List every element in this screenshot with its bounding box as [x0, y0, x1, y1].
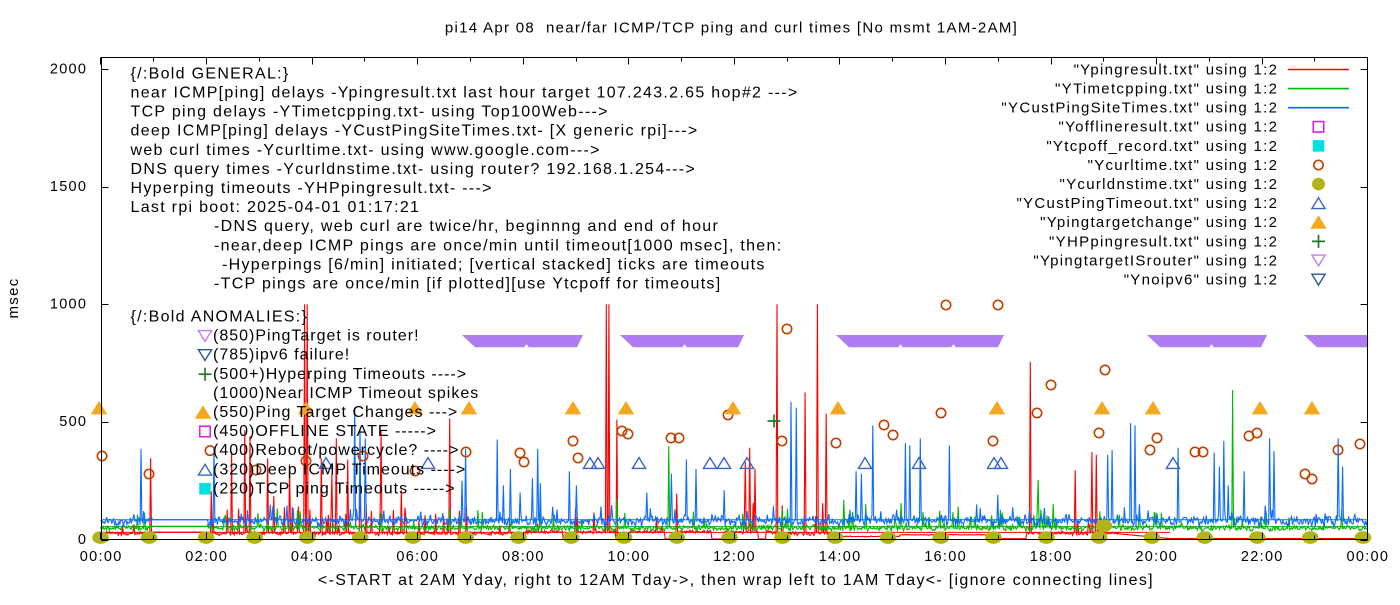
svg-text:10:00: 10:00: [608, 549, 651, 565]
svg-text:{/:Bold GENERAL:}: {/:Bold GENERAL:}: [131, 65, 290, 82]
svg-text:"YCustPingSiteTimes.txt" using: "YCustPingSiteTimes.txt" using 1:2: [1001, 100, 1278, 117]
svg-text:(500+)Hyperping Timeouts ---->: (500+)Hyperping Timeouts ---->: [213, 366, 467, 383]
svg-text:-Hyperpings [6/min] initiated;: -Hyperpings [6/min] initiated; [vertical…: [222, 256, 766, 273]
svg-text:"Yofflineresult.txt" using 1:2: "Yofflineresult.txt" using 1:2: [1059, 119, 1279, 136]
svg-text:(785)ipv6 failure!: (785)ipv6 failure!: [213, 347, 350, 364]
svg-text:"YHPpingresult.txt" using 1:2: "YHPpingresult.txt" using 1:2: [1049, 233, 1278, 250]
svg-text:12:00: 12:00: [713, 549, 756, 565]
svg-text:deep ICMP[ping] delays -YCustP: deep ICMP[ping] delays -YCustPingSiteTim…: [131, 123, 699, 140]
svg-text:Last rpi boot: 2025-04-01 01:1: Last rpi boot: 2025-04-01 01:17:21: [131, 199, 421, 216]
svg-text:<-START at 2AM Yday, right to: <-START at 2AM Yday, right to 12AM Tday-…: [318, 572, 1154, 589]
svg-text:"YCustPingTimeout.txt" using 1: "YCustPingTimeout.txt" using 1:2: [1017, 195, 1279, 212]
svg-text:(550)Ping Target Changes --->: (550)Ping Target Changes --->: [213, 404, 458, 421]
svg-text:"Ycurltime.txt" using 1:2: "Ycurltime.txt" using 1:2: [1088, 157, 1279, 174]
svg-text:"Ypingresult.txt" using 1:2: "Ypingresult.txt" using 1:2: [1074, 61, 1279, 78]
svg-text:0: 0: [78, 532, 87, 548]
svg-text:18:00: 18:00: [1030, 549, 1073, 565]
svg-text:pi14 Apr 08 near/far ICMP/TCP: pi14 Apr 08 near/far ICMP/TCP ping and c…: [445, 20, 1018, 37]
svg-text:near ICMP[ping] delays -Ypingr: near ICMP[ping] delays -Ypingresult.txt …: [131, 85, 799, 102]
svg-text:"Ypingtargetchange" using 1:2: "Ypingtargetchange" using 1:2: [1040, 214, 1278, 231]
svg-text:msec: msec: [5, 277, 22, 318]
svg-text:"Ynoipv6" using 1:2: "Ynoipv6" using 1:2: [1124, 272, 1279, 289]
svg-text:00:00: 00:00: [80, 549, 123, 565]
svg-text:-TCP pings are once/min [if pl: -TCP pings are once/min [if plotted][use…: [214, 276, 721, 293]
svg-text:Hyperping timeouts -YHPpingres: Hyperping timeouts -YHPpingresult.txt- -…: [131, 180, 493, 197]
svg-text:08:00: 08:00: [502, 549, 545, 565]
svg-text:20:00: 20:00: [1135, 549, 1178, 565]
svg-text:(320)Deep ICMP Timeouts ---->: (320)Deep ICMP Timeouts ---->: [213, 461, 466, 478]
svg-text:04:00: 04:00: [291, 549, 334, 565]
svg-text:1000: 1000: [50, 297, 87, 313]
svg-text:"YpingtargetISrouter" using 1:: "YpingtargetISrouter" using 1:2: [1033, 252, 1278, 269]
svg-text:22:00: 22:00: [1241, 549, 1284, 565]
svg-text:(1000)Near ICMP Timeout spikes: (1000)Near ICMP Timeout spikes: [213, 385, 479, 402]
svg-text:-DNS query, web curl are twice: -DNS query, web curl are twice/hr, begin…: [214, 218, 719, 235]
svg-text:"Ycurldnstime.txt" using 1:2: "Ycurldnstime.txt" using 1:2: [1060, 176, 1279, 193]
svg-text:00:00: 00:00: [1347, 549, 1390, 565]
svg-text:(850)PingTarget is router!: (850)PingTarget is router!: [213, 328, 420, 345]
svg-text:{/:Bold ANOMALIES:}: {/:Bold ANOMALIES:}: [131, 309, 309, 326]
svg-text:(450)OFFLINE STATE ----->: (450)OFFLINE STATE ----->: [213, 423, 437, 440]
svg-text:-near,deep ICMP pings are once: -near,deep ICMP pings are once/min until…: [214, 237, 782, 254]
svg-text:(400)Reboot/powercycle? ---->: (400)Reboot/powercycle? ---->: [213, 442, 459, 459]
svg-text:06:00: 06:00: [396, 549, 439, 565]
svg-text:TCP ping delays -YTimetcpping.: TCP ping delays -YTimetcpping.txt- using…: [131, 104, 609, 121]
svg-text:1500: 1500: [50, 179, 87, 195]
svg-text:02:00: 02:00: [185, 549, 228, 565]
svg-text:16:00: 16:00: [924, 549, 967, 565]
svg-text:500: 500: [59, 414, 87, 430]
svg-text:"YTimetcpping.txt" using 1:2: "YTimetcpping.txt" using 1:2: [1055, 81, 1278, 98]
svg-text:web curl times -Ycurltime.txt-: web curl times -Ycurltime.txt- using www…: [130, 142, 601, 159]
svg-text:14:00: 14:00: [819, 549, 862, 565]
svg-text:"Ytcpoff_record.txt" using 1:2: "Ytcpoff_record.txt" using 1:2: [1046, 138, 1278, 155]
svg-text:(220)TCP ping Timeouts ----->: (220)TCP ping Timeouts ----->: [213, 480, 456, 497]
svg-text:2000: 2000: [50, 61, 87, 77]
svg-text:DNS query times -Ycurldnstime.: DNS query times -Ycurldnstime.txt- using…: [131, 161, 697, 178]
